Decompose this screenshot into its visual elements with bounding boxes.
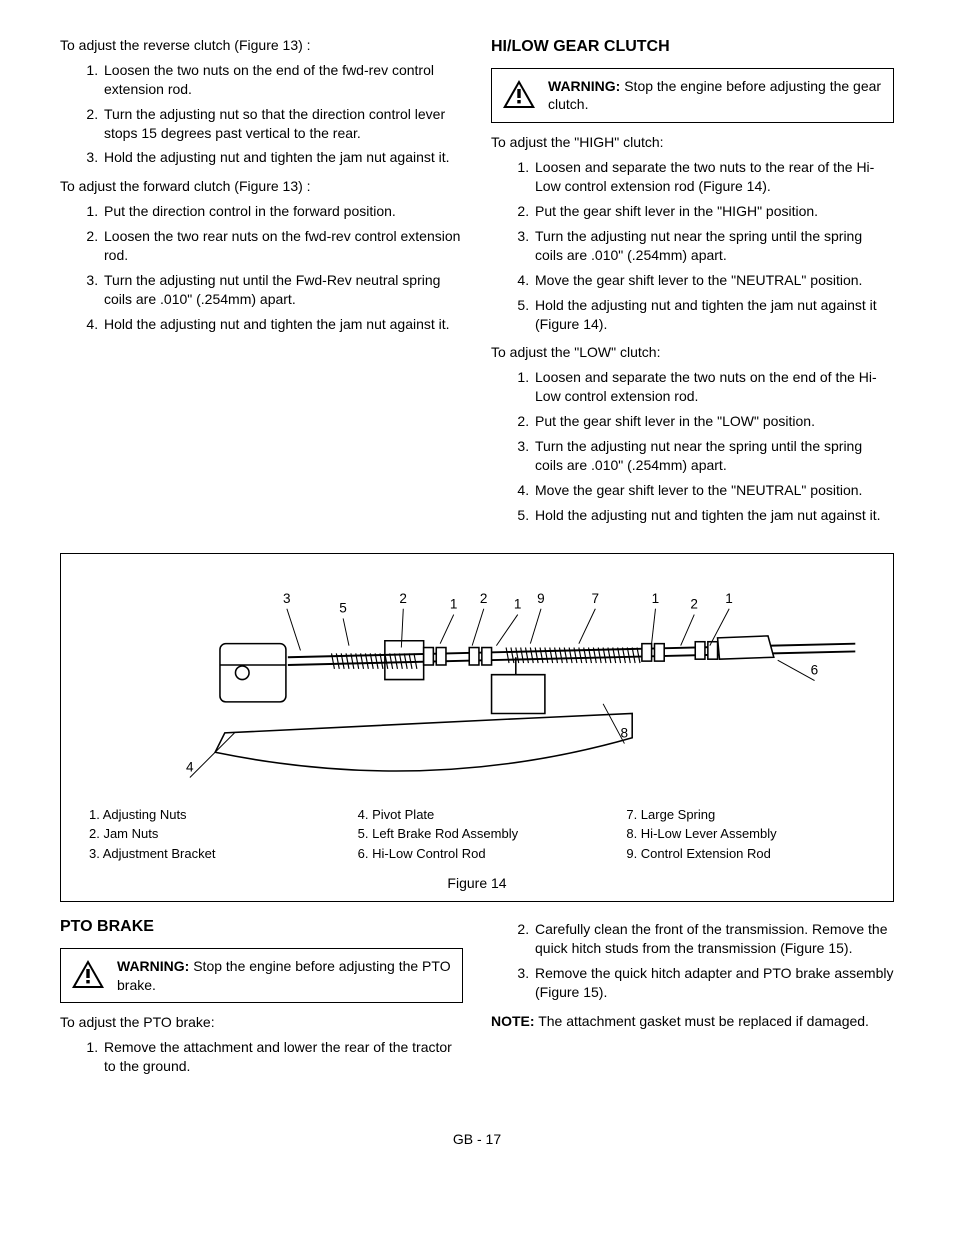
svg-text:8: 8 bbox=[621, 725, 629, 740]
legend-col-3: 7. Large Spring 8. Hi-Low Lever Assembly… bbox=[626, 806, 865, 865]
list-item: Turn the adjusting nut so that the direc… bbox=[102, 105, 463, 143]
svg-text:7: 7 bbox=[591, 590, 599, 605]
list-item: Hold the adjusting nut and tighten the j… bbox=[533, 506, 894, 525]
warning-icon bbox=[71, 959, 105, 989]
hilow-heading: HI/LOW GEAR CLUTCH bbox=[491, 36, 894, 58]
figure-legend: 1. Adjusting Nuts 2. Jam Nuts 3. Adjustm… bbox=[89, 806, 865, 865]
warning-icon bbox=[502, 79, 536, 109]
list-item: Turn the adjusting nut until the Fwd-Rev… bbox=[102, 271, 463, 309]
pto-heading: PTO BRAKE bbox=[60, 916, 463, 938]
svg-text:1: 1 bbox=[725, 590, 733, 605]
forward-steps: Put the direction control in the forward… bbox=[60, 202, 463, 333]
warning-box-gear: WARNING: Stop the engine before adjustin… bbox=[491, 68, 894, 124]
list-item: Remove the quick hitch adapter and PTO b… bbox=[533, 964, 894, 1002]
right-column: HI/LOW GEAR CLUTCH WARNING: Stop the eng… bbox=[491, 36, 894, 535]
legend-item: 9. Control Extension Rod bbox=[626, 845, 865, 863]
svg-text:2: 2 bbox=[480, 590, 488, 605]
list-item: Hold the adjusting nut and tighten the j… bbox=[533, 296, 894, 334]
list-item: Turn the adjusting nut near the spring u… bbox=[533, 227, 894, 265]
figure-caption: Figure 14 bbox=[89, 874, 865, 893]
high-intro: To adjust the "HIGH" clutch: bbox=[491, 133, 894, 152]
list-item: Move the gear shift lever to the "NEUTRA… bbox=[533, 481, 894, 500]
svg-text:2: 2 bbox=[690, 596, 698, 611]
legend-item: 8. Hi-Low Lever Assembly bbox=[626, 825, 865, 843]
svg-text:1: 1 bbox=[450, 596, 458, 611]
list-item: Put the direction control in the forward… bbox=[102, 202, 463, 221]
legend-col-2: 4. Pivot Plate 5. Left Brake Rod Assembl… bbox=[358, 806, 597, 865]
figure-14-box: 35212197121684 1. Adjusting Nuts 2. Jam … bbox=[60, 553, 894, 903]
left-column: To adjust the reverse clutch (Figure 13)… bbox=[60, 36, 463, 535]
forward-intro: To adjust the forward clutch (Figure 13)… bbox=[60, 177, 463, 196]
legend-col-1: 1. Adjusting Nuts 2. Jam Nuts 3. Adjustm… bbox=[89, 806, 328, 865]
list-item: Move the gear shift lever to the "NEUTRA… bbox=[533, 271, 894, 290]
svg-text:3: 3 bbox=[283, 590, 291, 605]
list-item: Loosen and separate the two nuts on the … bbox=[533, 368, 894, 406]
list-item: Turn the adjusting nut near the spring u… bbox=[533, 437, 894, 475]
warning-box-pto: WARNING: Stop the engine before adjustin… bbox=[60, 948, 463, 1004]
legend-item: 3. Adjustment Bracket bbox=[89, 845, 328, 863]
svg-text:5: 5 bbox=[339, 600, 347, 615]
list-item: Loosen and separate the two nuts to the … bbox=[533, 158, 894, 196]
svg-text:9: 9 bbox=[537, 590, 545, 605]
svg-text:1: 1 bbox=[514, 596, 522, 611]
bottom-right-column: Carefully clean the front of the transmi… bbox=[491, 916, 894, 1086]
list-item: Hold the adjusting nut and tighten the j… bbox=[102, 148, 463, 167]
pto-steps: Remove the attachment and lower the rear… bbox=[60, 1038, 463, 1076]
legend-item: 2. Jam Nuts bbox=[89, 825, 328, 843]
legend-item: 5. Left Brake Rod Assembly bbox=[358, 825, 597, 843]
warning-label: WARNING: bbox=[548, 78, 620, 94]
legend-item: 6. Hi-Low Control Rod bbox=[358, 845, 597, 863]
warning-label: WARNING: bbox=[117, 958, 189, 974]
low-intro: To adjust the "LOW" clutch: bbox=[491, 343, 894, 362]
svg-text:6: 6 bbox=[811, 662, 819, 677]
bottom-left-column: PTO BRAKE WARNING: Stop the engine befor… bbox=[60, 916, 463, 1086]
pto-steps-continued: Carefully clean the front of the transmi… bbox=[491, 920, 894, 1002]
page-number: GB - 17 bbox=[60, 1130, 894, 1149]
reverse-intro: To adjust the reverse clutch (Figure 13)… bbox=[60, 36, 463, 55]
warning-text: WARNING: Stop the engine before adjustin… bbox=[117, 957, 452, 995]
low-steps: Loosen and separate the two nuts on the … bbox=[491, 368, 894, 524]
bottom-columns: PTO BRAKE WARNING: Stop the engine befor… bbox=[60, 916, 894, 1086]
list-item: Loosen the two nuts on the end of the fw… bbox=[102, 61, 463, 99]
svg-text:2: 2 bbox=[399, 590, 407, 605]
top-columns: To adjust the reverse clutch (Figure 13)… bbox=[60, 36, 894, 535]
list-item: Carefully clean the front of the transmi… bbox=[533, 920, 894, 958]
high-steps: Loosen and separate the two nuts to the … bbox=[491, 158, 894, 333]
warning-text: WARNING: Stop the engine before adjustin… bbox=[548, 77, 883, 115]
list-item: Put the gear shift lever in the "LOW" po… bbox=[533, 412, 894, 431]
figure-14-diagram: 35212197121684 bbox=[89, 568, 865, 796]
note-body: The attachment gasket must be replaced i… bbox=[535, 1013, 869, 1029]
svg-text:1: 1 bbox=[652, 590, 660, 605]
note-label: NOTE: bbox=[491, 1013, 535, 1029]
list-item: Remove the attachment and lower the rear… bbox=[102, 1038, 463, 1076]
legend-item: 4. Pivot Plate bbox=[358, 806, 597, 824]
legend-item: 7. Large Spring bbox=[626, 806, 865, 824]
pto-intro: To adjust the PTO brake: bbox=[60, 1013, 463, 1032]
list-item: Loosen the two rear nuts on the fwd-rev … bbox=[102, 227, 463, 265]
diagram-svg: 35212197121684 bbox=[89, 568, 865, 791]
svg-text:4: 4 bbox=[186, 759, 194, 774]
reverse-steps: Loosen the two nuts on the end of the fw… bbox=[60, 61, 463, 167]
list-item: Put the gear shift lever in the "HIGH" p… bbox=[533, 202, 894, 221]
list-item: Hold the adjusting nut and tighten the j… bbox=[102, 315, 463, 334]
note: NOTE: The attachment gasket must be repl… bbox=[491, 1012, 894, 1031]
legend-item: 1. Adjusting Nuts bbox=[89, 806, 328, 824]
